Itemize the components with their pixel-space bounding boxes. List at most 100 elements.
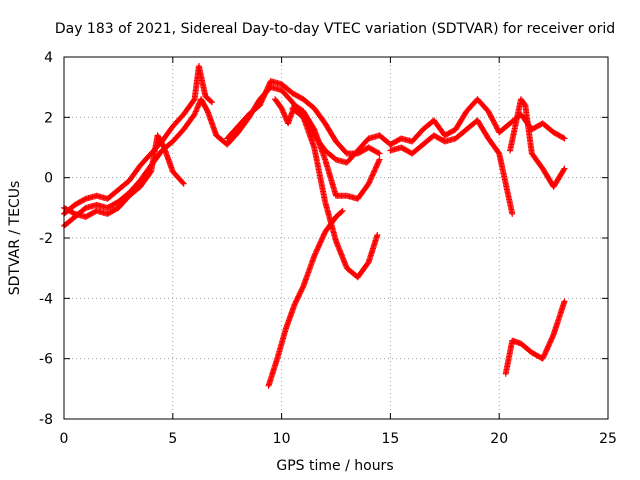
data-point xyxy=(311,251,318,258)
data-point xyxy=(541,351,548,358)
data-point xyxy=(320,231,327,238)
data-point xyxy=(180,180,187,187)
data-point xyxy=(372,164,379,171)
data-point xyxy=(370,169,377,176)
data-point xyxy=(488,114,495,121)
data-point xyxy=(265,82,272,89)
data-point xyxy=(549,332,556,339)
data-point xyxy=(493,124,500,131)
x-tick-label: 15 xyxy=(381,431,399,447)
data-point xyxy=(561,135,568,142)
data-point xyxy=(372,165,379,172)
data-point xyxy=(545,342,552,349)
data-point xyxy=(509,210,516,217)
data-point xyxy=(338,208,345,215)
data-point xyxy=(207,98,214,105)
series-arc-main xyxy=(61,84,383,229)
data-point xyxy=(147,169,154,176)
data-point xyxy=(373,163,380,170)
data-point xyxy=(540,352,547,359)
data-point xyxy=(190,97,197,104)
x-tick-label: 5 xyxy=(168,431,177,447)
data-point xyxy=(311,253,318,260)
y-tick-label: 2 xyxy=(44,110,53,126)
x-axis-label: GPS time / hours xyxy=(276,458,393,474)
data-point xyxy=(259,96,266,103)
x-tick-label: 25 xyxy=(599,431,617,447)
x-tick-label: 20 xyxy=(490,431,508,447)
series-arc-mid xyxy=(224,78,383,157)
data-point xyxy=(367,176,374,183)
series-arc-lower xyxy=(61,132,187,220)
data-point xyxy=(258,99,265,106)
data-point xyxy=(339,207,346,214)
data-point xyxy=(317,238,324,245)
data-point xyxy=(542,350,549,357)
data-point xyxy=(299,284,306,291)
data-point xyxy=(371,167,378,174)
data-point xyxy=(487,112,494,119)
data-point xyxy=(257,100,264,107)
data-point xyxy=(489,116,496,123)
data-point xyxy=(560,166,567,173)
data-point xyxy=(317,239,324,246)
data-point xyxy=(313,249,320,256)
data-point xyxy=(539,355,546,362)
y-tick-label: -8 xyxy=(39,412,53,428)
y-tick-label: 4 xyxy=(44,50,53,66)
data-point xyxy=(368,173,375,180)
data-point xyxy=(261,91,268,98)
y-tick-label: -4 xyxy=(39,291,53,307)
data-point xyxy=(491,120,498,127)
data-point xyxy=(263,87,270,94)
data-point xyxy=(548,335,555,342)
data-point xyxy=(561,165,568,172)
data-point xyxy=(265,83,272,90)
data-point xyxy=(258,98,265,105)
data-point xyxy=(546,340,553,347)
data-point xyxy=(545,343,552,350)
data-point xyxy=(549,334,556,341)
data-point xyxy=(376,150,383,157)
data-point xyxy=(369,171,376,178)
data-point xyxy=(540,354,547,361)
data-point xyxy=(548,336,555,343)
data-point xyxy=(494,125,501,132)
data-point xyxy=(262,90,269,97)
data-point xyxy=(492,122,499,129)
data-point xyxy=(259,95,266,102)
data-point xyxy=(315,243,322,250)
data-point xyxy=(371,168,378,175)
data-point xyxy=(316,241,323,248)
data-point xyxy=(261,92,268,99)
y-tick-label: 0 xyxy=(44,171,53,187)
data-point xyxy=(312,250,319,257)
data-point xyxy=(375,159,382,166)
data-point xyxy=(375,149,382,156)
data-point xyxy=(316,242,323,249)
series-arc-evening xyxy=(376,96,568,148)
y-axis-ticks: -8 -6 -4 -2 0 2 4 xyxy=(39,50,608,428)
x-tick-label: 10 xyxy=(273,431,291,447)
data-point xyxy=(319,235,326,242)
series-arc-upper xyxy=(61,63,215,217)
data-point xyxy=(179,179,186,186)
x-tick-label: 0 xyxy=(60,431,69,447)
data-marks xyxy=(61,63,568,389)
data-point xyxy=(314,246,321,253)
data-point xyxy=(485,108,492,115)
data-point xyxy=(561,298,568,305)
data-point xyxy=(542,348,549,355)
series-arc-late xyxy=(502,298,568,377)
data-point xyxy=(365,180,372,187)
data-point xyxy=(490,118,497,125)
data-point xyxy=(543,347,550,354)
data-point xyxy=(374,161,381,168)
series-arc-evening-3 xyxy=(507,96,568,190)
data-point xyxy=(369,172,376,179)
data-point xyxy=(490,117,497,124)
plot-frame xyxy=(63,56,609,420)
data-point xyxy=(264,84,271,91)
data-point xyxy=(488,113,495,120)
data-point xyxy=(314,245,321,252)
